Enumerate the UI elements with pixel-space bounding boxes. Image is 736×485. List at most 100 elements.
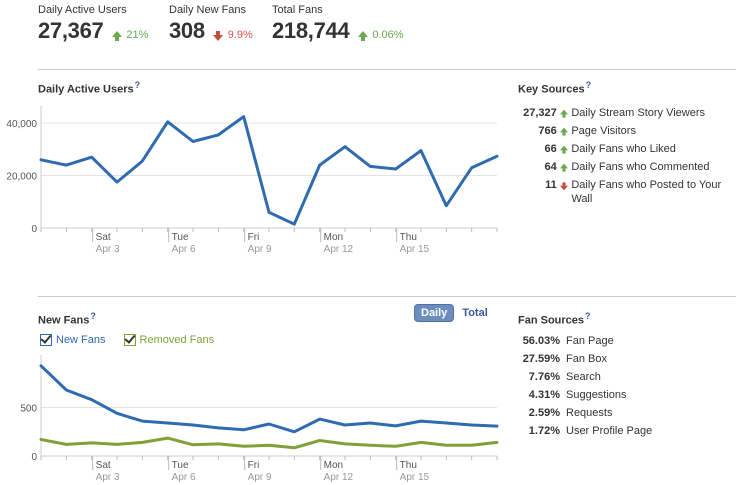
new-fans-title-text: New Fans bbox=[38, 314, 90, 327]
x-tick-date-label: Apr 6 bbox=[172, 244, 196, 255]
x-tick-day-label: Thu bbox=[400, 460, 417, 471]
key-source-label: Daily Fans who Commented bbox=[571, 161, 710, 173]
chart-legend: New Fans Removed Fans bbox=[40, 334, 214, 346]
fan-source-label: Requests bbox=[566, 407, 613, 419]
fan-sources-list: 56.03% Fan Page 27.59% Fan Box 7.76% Search 4.… bbox=[518, 334, 736, 442]
key-source-label: Page Visitors bbox=[571, 125, 636, 137]
stat-label: Total Fans bbox=[272, 4, 323, 16]
key-source-label: Daily Stream Story Viewers bbox=[571, 107, 706, 119]
fan-sources-title: Fan Sources? bbox=[518, 311, 591, 327]
y-tick-label: 0 bbox=[31, 224, 37, 235]
fan-source-label: Fan Page bbox=[566, 335, 614, 347]
checkbox-removed-fans[interactable] bbox=[123, 334, 136, 346]
arrow-up-icon bbox=[559, 124, 572, 142]
arrow-down-icon bbox=[559, 178, 572, 206]
x-tick-day-label: Thu bbox=[400, 232, 417, 243]
x-tick-day-label: Sat bbox=[96, 460, 111, 471]
legend-label: New Fans bbox=[56, 334, 106, 346]
x-tick-date-label: Apr 9 bbox=[248, 472, 272, 483]
arrow-up-icon bbox=[111, 31, 122, 41]
fan-source-row: 27.59% Fan Box bbox=[518, 352, 736, 370]
x-tick-day-label: Sat bbox=[96, 232, 111, 243]
stat-label: Daily Active Users bbox=[38, 4, 127, 16]
y-tick-label: 500 bbox=[20, 404, 37, 415]
fan-source-row: 1.72% User Profile Page bbox=[518, 424, 736, 442]
x-tick-day-label: Mon bbox=[324, 232, 343, 243]
checkbox-new-fans[interactable] bbox=[40, 334, 52, 346]
dau-title-text: Daily Active Users bbox=[38, 83, 134, 96]
fan-source-pct: 56.03% bbox=[522, 335, 560, 347]
key-sources-title: Key Sources? bbox=[518, 80, 591, 96]
key-source-value: 11 bbox=[545, 179, 557, 191]
dau-section-title: Daily Active Users? bbox=[38, 80, 140, 96]
arrow-up-icon bbox=[559, 160, 572, 178]
fan-source-row: 2.59% Requests bbox=[518, 406, 736, 424]
chart-toggle: Daily Total bbox=[414, 304, 488, 322]
key-source-label: Daily Fans who Posted to Your Wall bbox=[571, 179, 722, 205]
y-tick-label: 20,000 bbox=[6, 172, 37, 183]
stat-dau: Daily Active Users 27,367 21% bbox=[38, 4, 148, 44]
series-line-1 bbox=[39, 115, 499, 226]
stat-delta: 9.9% bbox=[227, 29, 253, 41]
fan-source-pct: 7.76% bbox=[528, 371, 560, 383]
fan-source-pct: 4.31% bbox=[528, 389, 560, 401]
x-tick-date-label: Apr 15 bbox=[400, 472, 430, 483]
y-tick-label: 40,000 bbox=[6, 119, 37, 130]
x-tick-date-label: Apr 12 bbox=[324, 244, 354, 255]
daily-toggle-button[interactable]: Daily bbox=[414, 304, 455, 322]
total-toggle-button[interactable]: Total bbox=[462, 307, 488, 319]
arrow-up-icon bbox=[559, 142, 572, 160]
fan-source-label: User Profile Page bbox=[566, 425, 653, 437]
new-fans-section-title: New Fans? bbox=[38, 311, 96, 327]
stat-delta: 0.06% bbox=[372, 29, 404, 41]
key-sources-title-text: Key Sources bbox=[518, 83, 585, 96]
key-source-row: 27,327 Daily Stream Story Viewers bbox=[518, 106, 736, 124]
stat-delta: 21% bbox=[126, 29, 149, 41]
key-source-value: 64 bbox=[544, 161, 557, 173]
fan-source-row: 56.03% Fan Page bbox=[518, 334, 736, 352]
x-tick-date-label: Apr 6 bbox=[172, 472, 196, 483]
fan-source-row: 4.31% Suggestions bbox=[518, 388, 736, 406]
x-tick-day-label: Fri bbox=[248, 460, 260, 471]
x-tick-day-label: Tue bbox=[172, 232, 189, 243]
help-icon[interactable]: ? bbox=[585, 80, 592, 90]
arrow-up-icon bbox=[357, 31, 368, 41]
help-icon[interactable]: ? bbox=[90, 311, 96, 321]
x-tick-date-label: Apr 12 bbox=[324, 472, 354, 483]
key-source-row: 11 Daily Fans who Posted to Your Wall bbox=[518, 178, 736, 206]
help-icon[interactable]: ? bbox=[134, 80, 141, 90]
legend-label: Removed Fans bbox=[139, 334, 215, 346]
fan-source-pct: 27.59% bbox=[522, 353, 560, 365]
fan-source-label: Fan Box bbox=[566, 353, 607, 365]
series-line-2 bbox=[39, 436, 499, 450]
fan-source-label: Search bbox=[566, 371, 601, 383]
stat-new-fans: Daily New Fans 308 9.9% bbox=[169, 4, 253, 44]
y-tick-label: 0 bbox=[31, 452, 37, 463]
help-icon[interactable]: ? bbox=[585, 311, 591, 321]
x-tick-day-label: Tue bbox=[172, 460, 189, 471]
legend-new-fans[interactable]: New Fans bbox=[40, 334, 106, 346]
stat-value: 308 bbox=[169, 18, 205, 43]
stat-value: 218,744 bbox=[272, 18, 350, 43]
series-line-1 bbox=[39, 364, 499, 434]
fan-source-row: 7.76% Search bbox=[518, 370, 736, 388]
x-tick-date-label: Apr 15 bbox=[400, 244, 430, 255]
fan-sources-title-text: Fan Sources bbox=[518, 314, 585, 327]
key-source-row: 64 Daily Fans who Commented bbox=[518, 160, 736, 178]
x-tick-date-label: Apr 9 bbox=[248, 244, 272, 255]
legend-removed-fans[interactable]: Removed Fans bbox=[123, 334, 215, 346]
x-tick-day-label: Mon bbox=[324, 460, 343, 471]
stat-value: 27,367 bbox=[38, 18, 104, 43]
x-tick-date-label: Apr 3 bbox=[96, 472, 120, 483]
x-tick-date-label: Apr 3 bbox=[96, 244, 120, 255]
fan-source-label: Suggestions bbox=[566, 389, 627, 401]
arrow-down-icon bbox=[213, 31, 224, 41]
arrow-up-icon bbox=[559, 106, 572, 124]
x-tick-day-label: Fri bbox=[248, 232, 260, 243]
key-source-row: 66 Daily Fans who Liked bbox=[518, 142, 736, 160]
fan-source-pct: 1.72% bbox=[528, 425, 560, 437]
key-source-value: 27,327 bbox=[523, 107, 557, 119]
key-source-value: 766 bbox=[538, 125, 557, 137]
